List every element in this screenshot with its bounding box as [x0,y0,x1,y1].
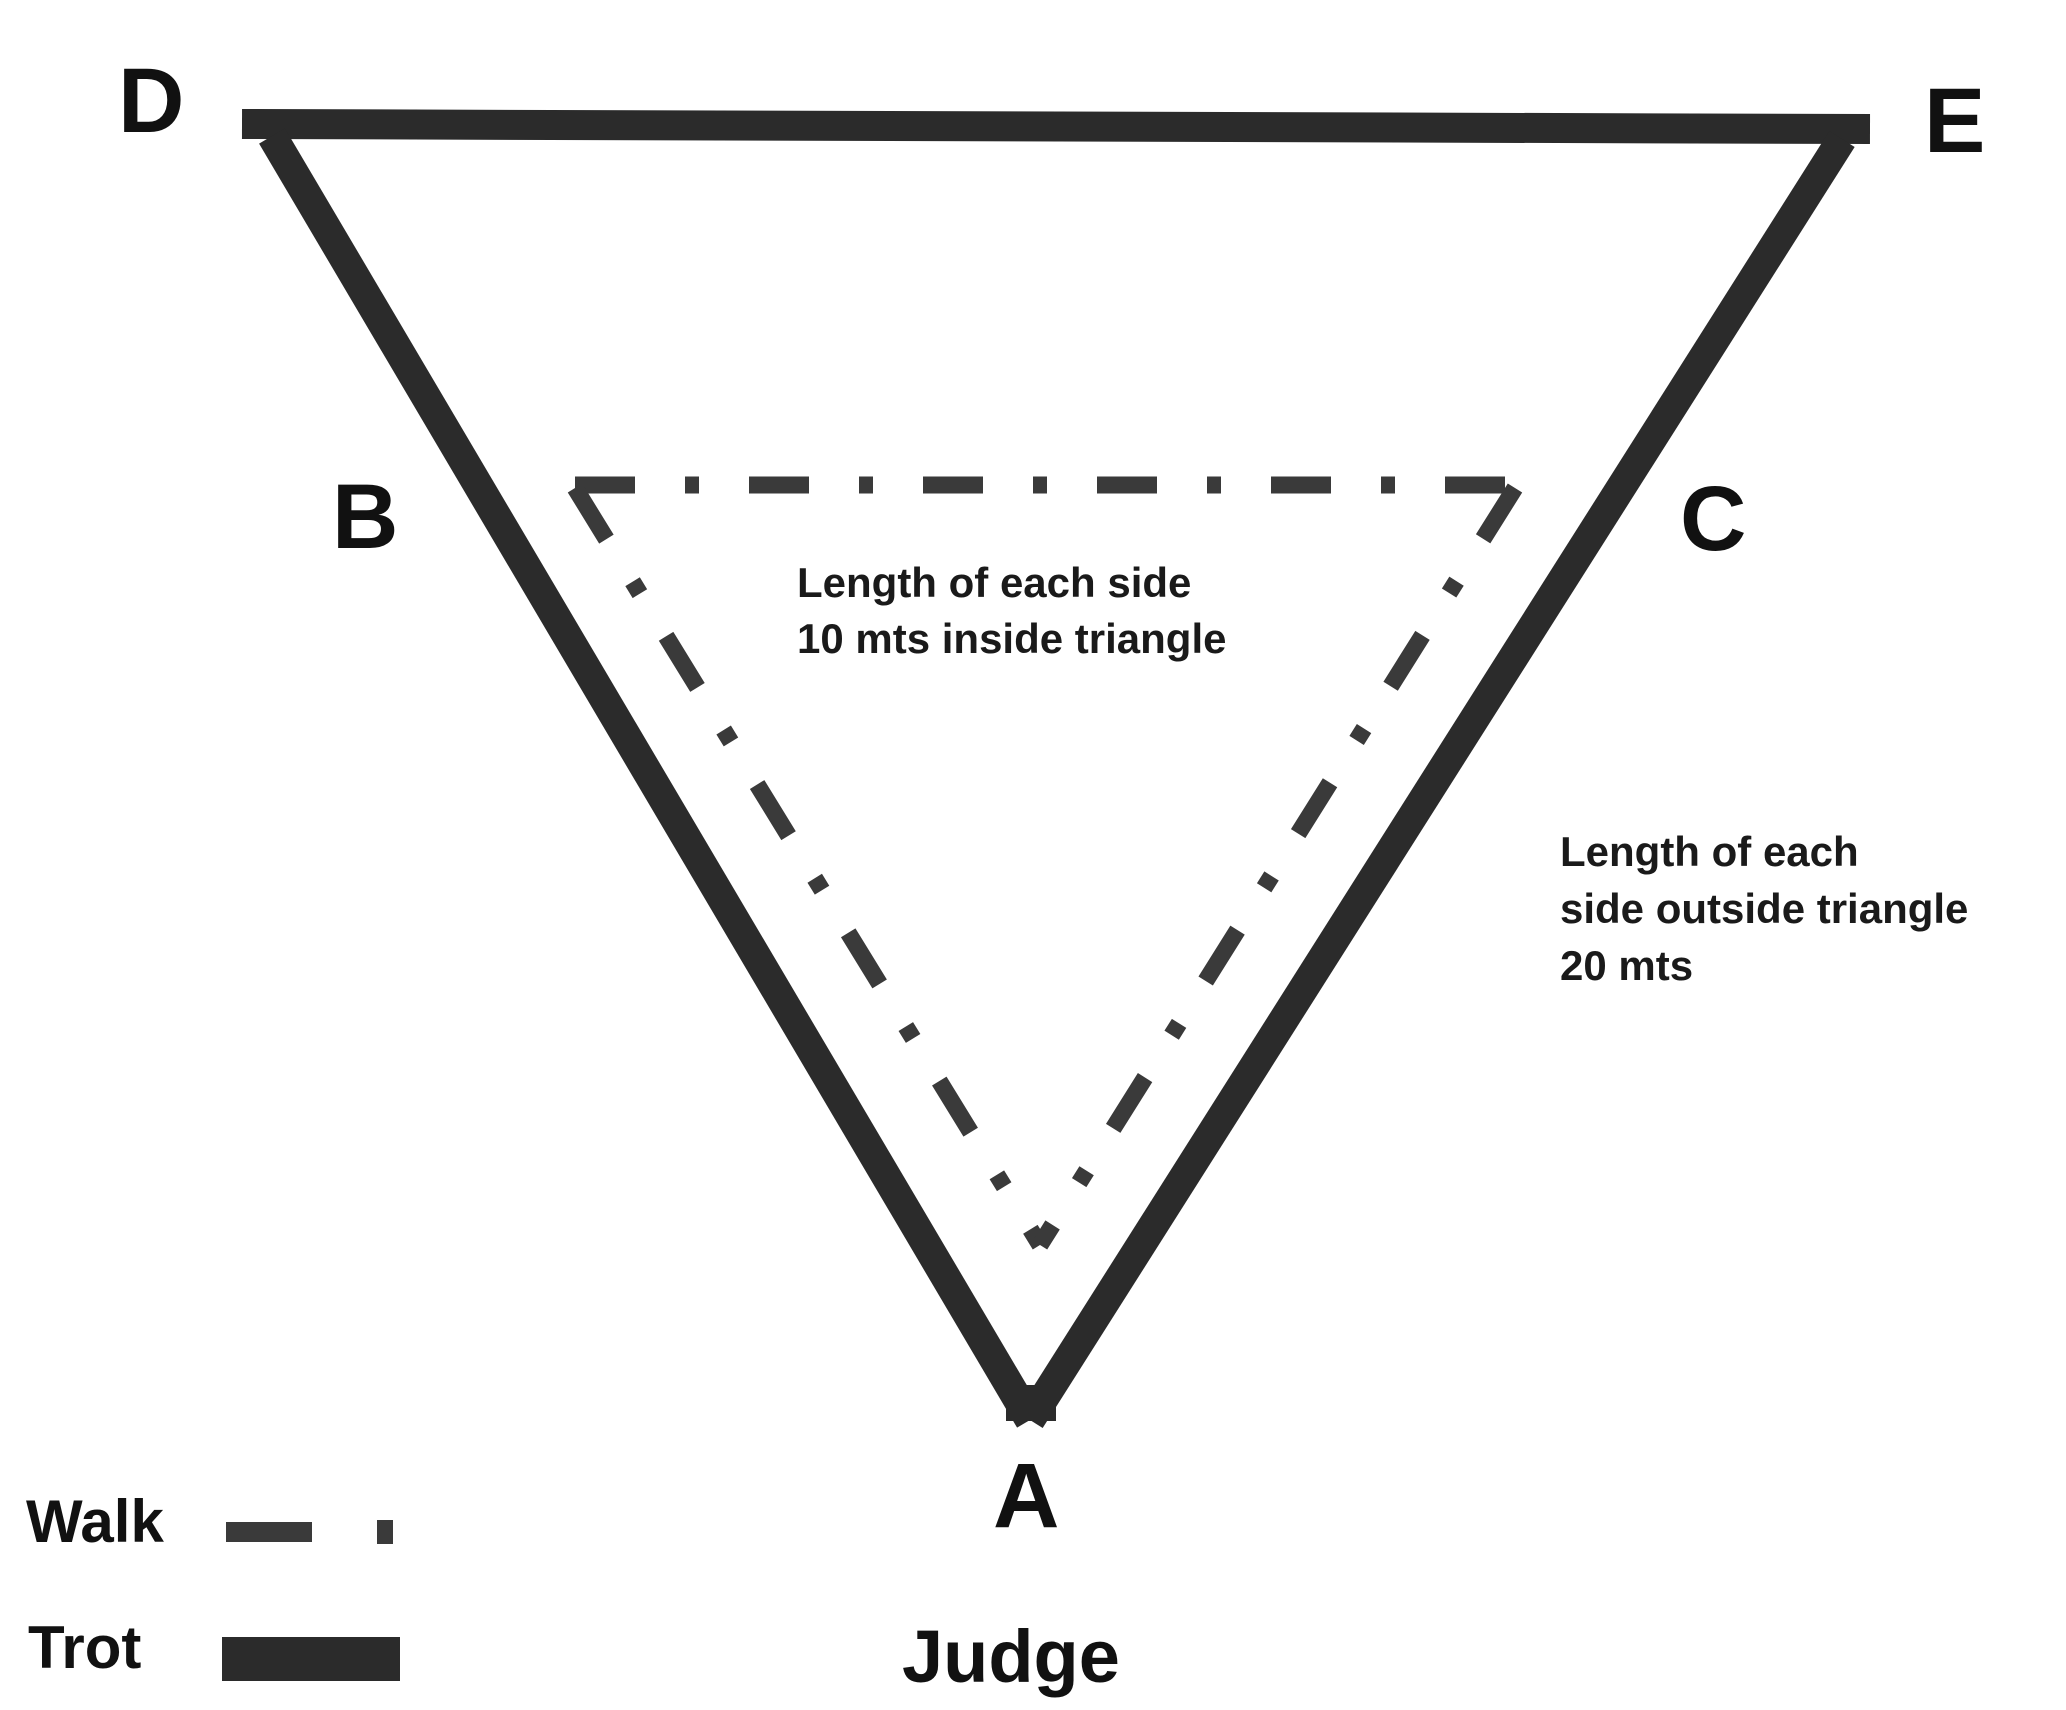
legend-trot-bar [222,1637,400,1681]
outer-vertex-a-block [1006,1385,1056,1421]
point-label-c: C [1680,468,1746,570]
inner-triangle-walk [567,476,1523,1250]
point-label-e: E [1924,70,1985,172]
point-label-a: A [993,1445,1059,1547]
legend-walk-dot [377,1520,393,1544]
judge-label: Judge [902,1615,1120,1698]
outer-note-line3: 20 mts [1560,942,1693,989]
inner-side-left [567,483,1048,1250]
outer-triangle-trot [241,109,1871,1429]
legend-trot-label: Trot [28,1614,141,1681]
outer-side-e-a [1017,130,1855,1429]
point-label-d: D [118,50,184,152]
inner-side-right [1032,483,1523,1250]
inner-note-line2: 10 mts inside triangle [797,615,1226,662]
outer-note-line1: Length of each [1560,828,1859,875]
legend: Walk Trot [26,1488,400,1681]
inner-note-line1: Length of each side [797,559,1191,606]
outer-side-d-a [259,128,1043,1428]
outer-note-line2: side outside triangle [1560,885,1968,932]
legend-walk-label: Walk [26,1488,164,1555]
point-label-b: B [332,466,398,568]
outer-side-d-e [241,109,1871,144]
legend-walk-dash [226,1522,312,1542]
